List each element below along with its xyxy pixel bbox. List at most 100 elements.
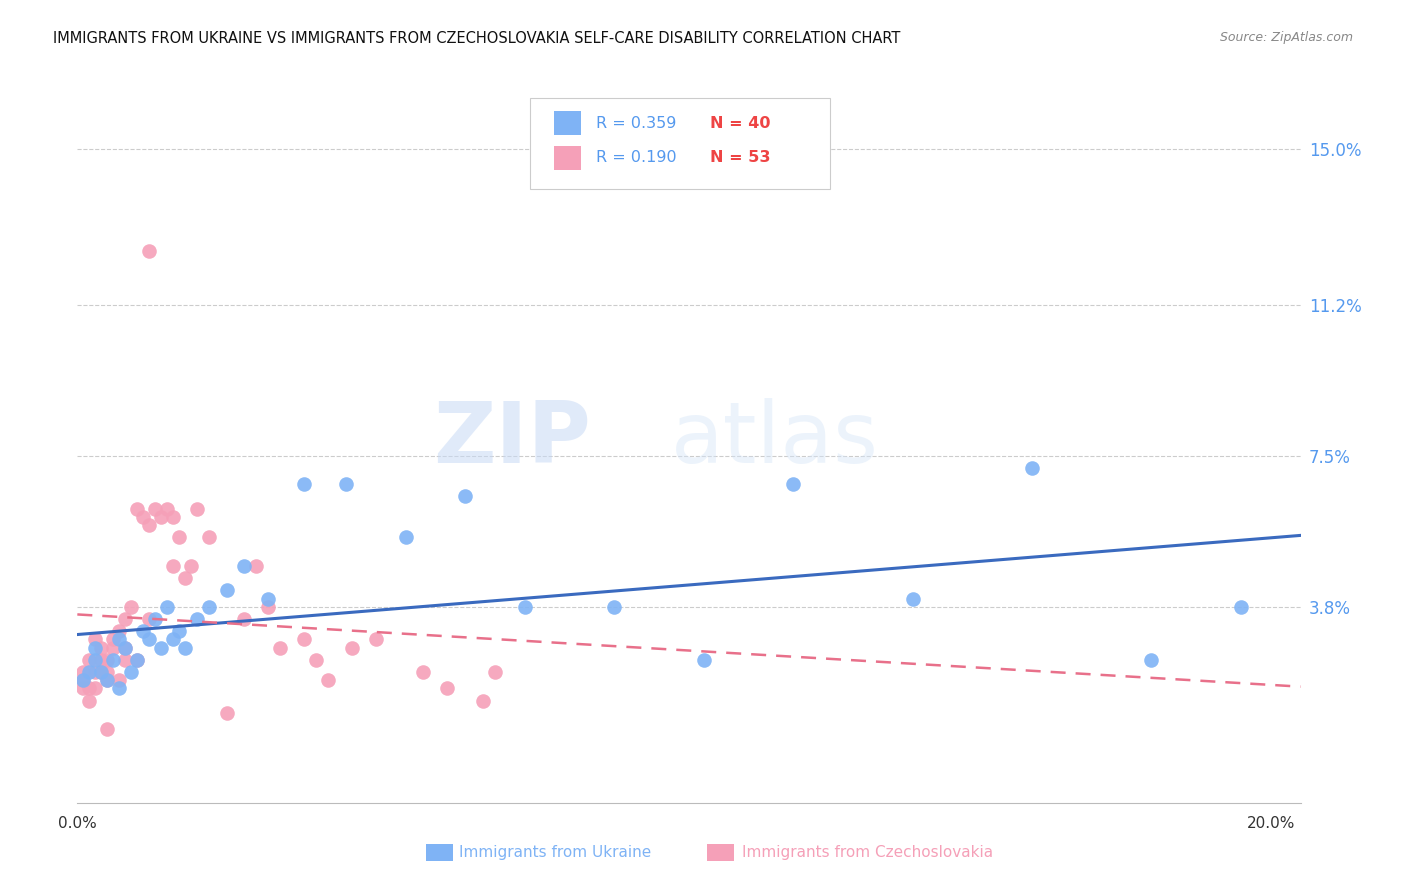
Point [77,665,100,679]
Point [138,612,160,626]
Point [197,530,219,544]
Point [340,640,363,655]
Point [72,681,94,696]
Bar [426,844,453,861]
Point [138,518,160,533]
Point [114,640,136,655]
Point [156,501,179,516]
Point [173,640,195,655]
Text: N = 53: N = 53 [710,151,770,166]
Point [143,612,166,626]
Point [693,653,716,667]
Point [90,640,112,655]
Point [108,624,131,639]
Point [292,632,315,647]
Point [186,612,208,626]
Point [96,673,118,688]
Point [454,490,477,504]
Point [72,673,94,688]
Point [335,477,357,491]
Point [292,477,315,491]
Point [132,624,155,639]
Text: N = 40: N = 40 [710,116,770,130]
Point [149,640,172,655]
Point [114,612,136,626]
Point [84,681,107,696]
Point [162,509,184,524]
Point [233,612,256,626]
Point [305,653,328,667]
Point [84,653,107,667]
Point [96,665,118,679]
Point [269,640,291,655]
Point [77,681,100,696]
Point [90,653,112,667]
Point [72,673,94,688]
Point [513,599,536,614]
Point [156,599,179,614]
Point [101,632,124,647]
Text: Immigrants from Czechoslovakia: Immigrants from Czechoslovakia [741,845,993,860]
Point [96,653,118,667]
Point [484,665,506,679]
Point [233,558,256,573]
Point [125,501,148,516]
Text: R = 0.359: R = 0.359 [596,116,676,130]
Point [1021,461,1043,475]
Bar [554,146,581,169]
Point [173,571,195,585]
Point [257,591,280,606]
Point [90,665,112,679]
Point [138,632,160,647]
Point [180,558,202,573]
Point [125,653,148,667]
Point [132,509,155,524]
Point [96,723,118,737]
Bar [554,112,581,135]
Point [197,599,219,614]
Point [84,632,107,647]
Point [215,706,238,720]
Point [364,632,387,647]
Text: Immigrants from Ukraine: Immigrants from Ukraine [458,845,651,860]
Point [245,558,267,573]
Point [114,640,136,655]
Point [90,665,112,679]
Point [114,653,136,667]
Point [162,558,184,573]
Point [186,501,208,516]
Point [472,694,495,708]
Point [138,244,160,259]
Point [125,653,148,667]
Point [101,653,124,667]
Point [149,509,172,524]
Point [96,673,118,688]
Point [603,599,626,614]
Point [120,665,142,679]
Point [167,530,190,544]
Text: Source: ZipAtlas.com: Source: ZipAtlas.com [1219,31,1353,45]
Point [901,591,924,606]
Bar [707,844,734,861]
Point [72,665,94,679]
FancyBboxPatch shape [530,97,830,188]
Point [108,673,131,688]
Text: ZIP: ZIP [433,398,591,481]
Point [316,673,339,688]
Point [1140,653,1163,667]
Point [782,477,804,491]
Point [77,694,100,708]
Point [412,665,434,679]
Point [162,632,184,647]
Point [101,640,124,655]
Text: R = 0.190: R = 0.190 [596,151,676,166]
Point [143,501,166,516]
Point [84,640,107,655]
Point [215,583,238,598]
Point [108,681,131,696]
Point [77,653,100,667]
Point [108,632,131,647]
Point [436,681,458,696]
Point [257,599,280,614]
Point [167,624,190,639]
